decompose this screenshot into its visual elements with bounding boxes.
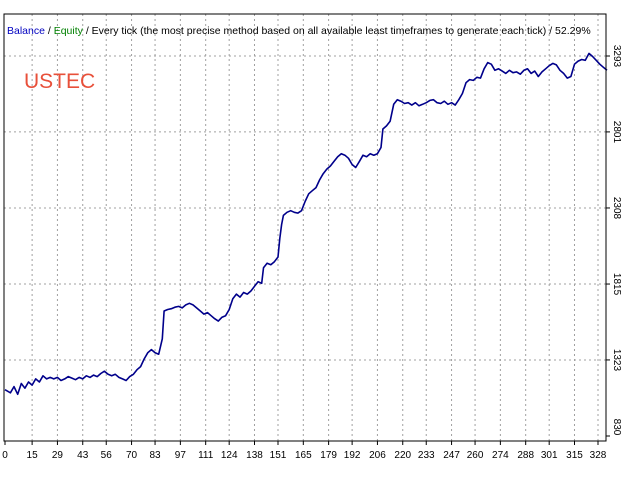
x-tick-label: 274 [492, 450, 509, 461]
x-tick-label: 247 [443, 450, 460, 461]
x-tick-label: 0 [2, 450, 8, 461]
grid-layer [4, 14, 610, 445]
legend-balance: Balance [7, 25, 45, 37]
x-tick-label: 56 [101, 450, 113, 461]
header-description: / Every tick (the most precise method ba… [83, 25, 591, 37]
series-line-balance [4, 52, 608, 396]
x-tick-label: 43 [77, 450, 89, 461]
chart-header: Balance / Equity / Every tick (the most … [7, 25, 591, 37]
x-tick-label: 97 [175, 450, 187, 461]
y-tick-label: 1323 [611, 349, 622, 372]
y-tick-label: 2308 [611, 197, 622, 220]
y-tick-label: 3293 [611, 45, 622, 68]
x-tick-label: 206 [369, 450, 386, 461]
y-tick-label: 2801 [611, 121, 622, 144]
symbol-label: USTEC [24, 70, 95, 93]
x-tick-label: 124 [221, 450, 238, 461]
x-tick-label: 70 [126, 450, 138, 461]
y-tick-labels: 830 1323 1815 2308 2801 3293 [611, 45, 622, 436]
x-tick-label: 328 [590, 450, 607, 461]
x-tick-labels: 0 15 29 43 56 70 83 97 111 124 138 151 165 179 192 206 2… [2, 450, 607, 461]
line-layer [4, 52, 608, 396]
y-tick-label: 1815 [611, 273, 622, 296]
y-tick-label: 830 [611, 419, 622, 436]
x-tick-label: 179 [320, 450, 337, 461]
x-tick-label: 83 [149, 450, 161, 461]
x-tick-label: 111 [198, 450, 214, 461]
x-tick-label: 260 [467, 450, 484, 461]
x-tick-label: 165 [295, 450, 312, 461]
x-tick-label: 192 [344, 450, 361, 461]
x-tick-label: 301 [541, 450, 558, 461]
legend-equity: Equity [54, 25, 84, 37]
x-tick-label: 220 [394, 450, 411, 461]
plot-frame [3, 13, 607, 442]
x-tick-label: 151 [270, 450, 287, 461]
x-tick-label: 315 [566, 450, 583, 461]
legend-separator: / [45, 25, 54, 37]
x-tick-label: 29 [52, 450, 64, 461]
x-tick-label: 288 [517, 450, 534, 461]
x-tick-label: 15 [27, 450, 39, 461]
x-tick-label: 138 [246, 450, 263, 461]
x-tick-label: 233 [418, 450, 435, 461]
